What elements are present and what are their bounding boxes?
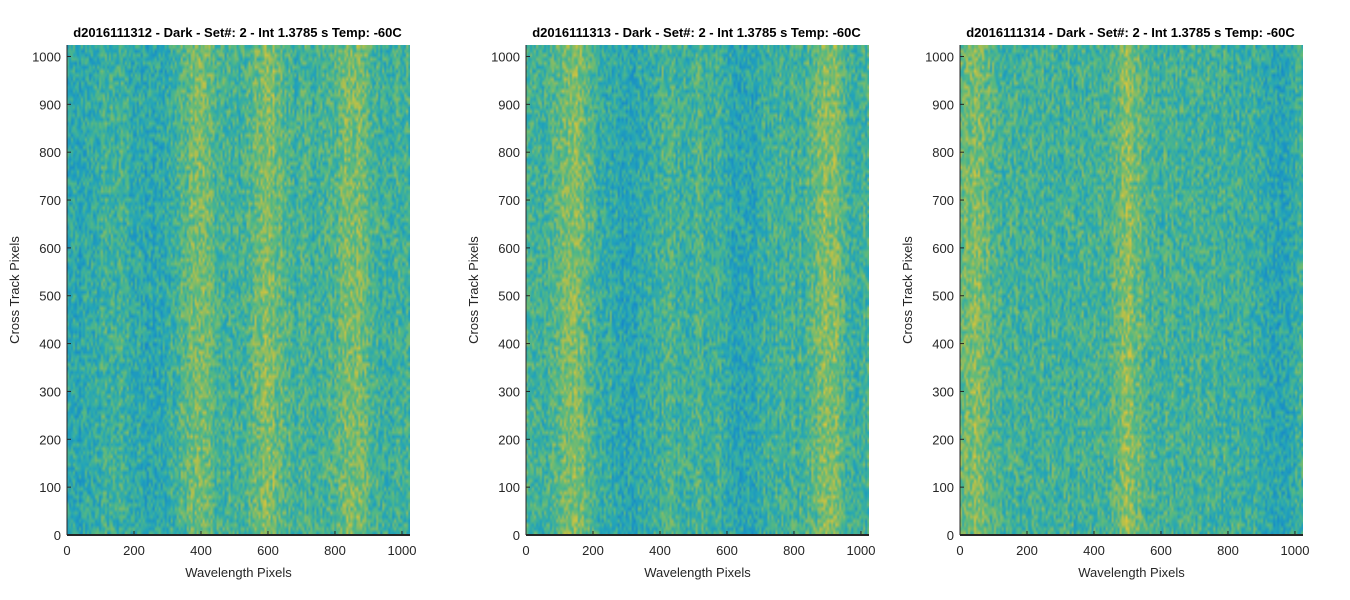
y-tick-label: 100 [932,480,954,495]
x-axis-label: Wavelength Pixels [1078,565,1185,580]
y-tick-label: 600 [39,241,61,256]
y-tick-label: 400 [932,337,954,352]
x-tick-label: 400 [190,543,212,558]
x-tick-label: 400 [1083,543,1105,558]
y-tick-label: 900 [498,97,520,112]
x-tick-label: 600 [1150,543,1172,558]
y-tick-label: 0 [947,528,954,543]
y-tick-label: 1000 [491,49,520,64]
y-tick-label: 200 [932,432,954,447]
y-tick-label: 400 [39,337,61,352]
y-tick-label: 300 [932,384,954,399]
y-tick-label: 600 [932,241,954,256]
x-axis-label: Wavelength Pixels [644,565,751,580]
x-tick-label: 200 [123,543,145,558]
y-tick-label: 700 [39,193,61,208]
y-tick-label: 900 [932,97,954,112]
heatmap-panel-2: 0 200 400 600 800 1000 0 100 200 300 400 500 600 700 8… [466,25,875,580]
x-axis-label: Wavelength Pixels [185,565,292,580]
y-tick-label: 500 [498,289,520,304]
y-tick-label: 100 [39,480,61,495]
y-tick-label: 800 [39,145,61,160]
y-tick-label: 1000 [32,49,61,64]
y-tick-label: 300 [39,384,61,399]
y-tick-label: 500 [932,289,954,304]
y-tick-label: 200 [498,432,520,447]
x-tick-label: 800 [783,543,805,558]
y-tick-label: 200 [39,432,61,447]
y-tick-label: 600 [498,241,520,256]
y-axis-label: Cross Track Pixels [466,236,481,344]
x-tick-label: 1000 [1281,543,1310,558]
chart-title: d2016111314 - Dark - Set#: 2 - Int 1.378… [966,25,1295,40]
x-tick-label: 600 [716,543,738,558]
x-tick-label: 0 [63,543,70,558]
y-tick-label: 500 [39,289,61,304]
heatmap-image-2 [526,45,869,535]
y-tick-label: 800 [498,145,520,160]
heatmap-panel-1: 0 200 400 600 800 1000 0 100 200 300 400 500 600 700 8… [7,25,416,580]
x-tick-label: 1000 [847,543,876,558]
y-tick-label: 0 [54,528,61,543]
x-tick-label: 200 [582,543,604,558]
x-tick-label: 600 [257,543,279,558]
chart-title: d2016111313 - Dark - Set#: 2 - Int 1.378… [532,25,861,40]
y-tick-label: 100 [498,480,520,495]
y-tick-label: 900 [39,97,61,112]
y-tick-label: 700 [932,193,954,208]
y-tick-label: 300 [498,384,520,399]
x-tick-label: 400 [649,543,671,558]
x-tick-label: 1000 [388,543,417,558]
x-tick-label: 800 [1217,543,1239,558]
y-tick-label: 0 [513,528,520,543]
y-tick-label: 800 [932,145,954,160]
x-tick-label: 0 [956,543,963,558]
y-tick-label: 1000 [925,49,954,64]
y-tick-label: 400 [498,337,520,352]
y-tick-label: 700 [498,193,520,208]
heatmap-panel-3: 0 200 400 600 800 1000 0 100 200 300 400 500 600 700 8… [900,25,1309,580]
heatmap-image-1 [67,45,410,535]
x-tick-label: 200 [1016,543,1038,558]
heatmap-image-3 [960,45,1303,535]
y-axis-label: Cross Track Pixels [7,236,22,344]
y-axis-label: Cross Track Pixels [900,236,915,344]
x-tick-label: 800 [324,543,346,558]
chart-title: d2016111312 - Dark - Set#: 2 - Int 1.378… [73,25,402,40]
x-tick-label: 0 [522,543,529,558]
